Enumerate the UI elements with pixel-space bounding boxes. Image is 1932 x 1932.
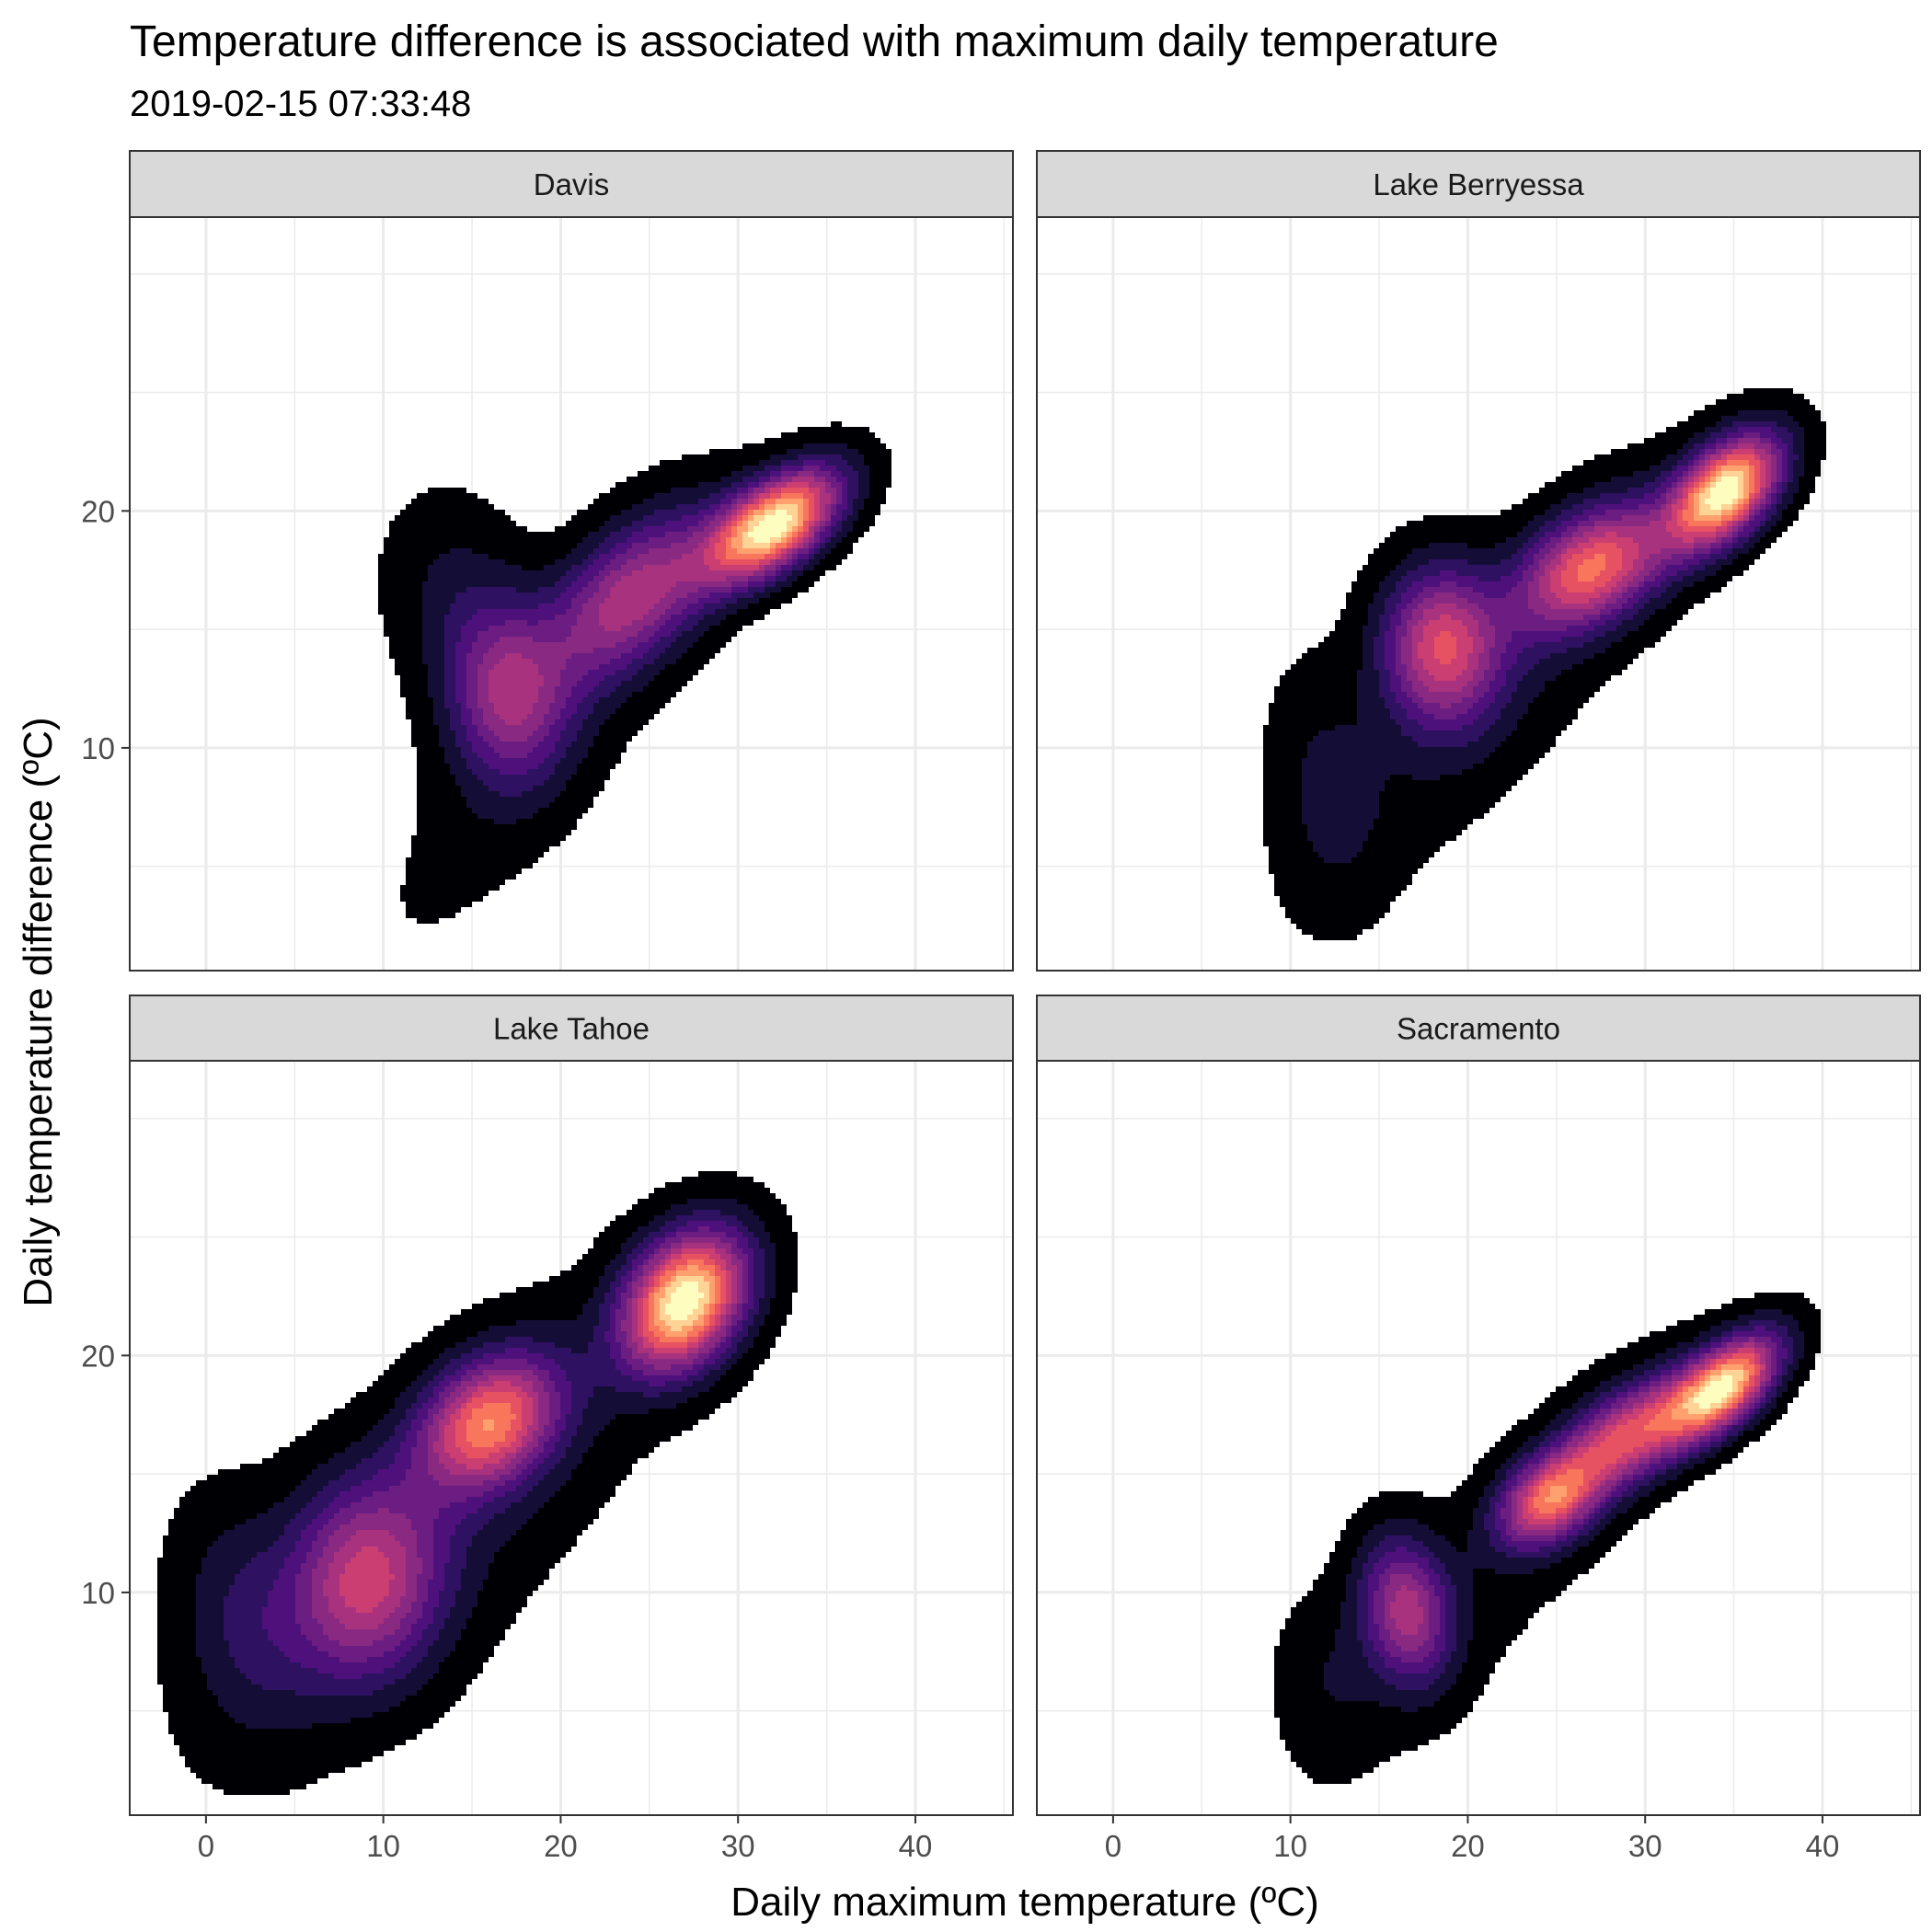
x-tick-label: 0: [198, 1829, 214, 1863]
x-tick-label: 10: [366, 1829, 400, 1863]
y-axis: 10 20 10 20: [81, 494, 130, 1610]
strip-background: [129, 150, 1014, 218]
x-tick-label: 20: [544, 1829, 578, 1863]
density-bands: [157, 1171, 798, 1795]
strip-background: [129, 995, 1014, 1062]
y-tick-label: 10: [81, 1576, 115, 1610]
strip-background: [1036, 995, 1921, 1062]
x-axis: 0 10 20 30 40 0 10 20 30 40: [198, 1815, 1840, 1863]
y-axis-title: Daily temperature difference (ºC): [16, 717, 61, 1306]
x-axis-title: Daily maximum temperature (ºC): [730, 1880, 1319, 1925]
y-tick-label: 20: [81, 494, 115, 528]
x-tick-label: 10: [1273, 1829, 1307, 1863]
y-tick-label: 20: [81, 1339, 115, 1373]
facet-strip-davis: Davis: [129, 150, 1014, 218]
panel-lake-berryessa: Lake Berryessa: [1036, 150, 1921, 972]
y-tick-label: 10: [81, 731, 115, 765]
density-bands: [1274, 1293, 1821, 1784]
density-band-13: [1705, 477, 1738, 510]
x-tick-label: 20: [1451, 1829, 1485, 1863]
chart-subtitle: 2019-02-15 07:33:48: [130, 84, 471, 124]
x-tick-label: 30: [1628, 1829, 1662, 1863]
strip-label: Sacramento: [1397, 1012, 1560, 1046]
density-band-13: [665, 1282, 704, 1320]
density-band-13: [1694, 1375, 1732, 1409]
strip-label: Davis: [534, 167, 610, 201]
strip-label: Lake Tahoe: [493, 1012, 650, 1046]
chart-title: Temperature difference is associated wit…: [130, 17, 1499, 66]
panel-sacramento: Sacramento: [1036, 995, 1921, 1816]
panel-davis: Davis: [129, 150, 1014, 972]
panel-background: [1037, 1061, 1920, 1815]
density-bands: [378, 421, 891, 924]
x-tick-label: 40: [1806, 1829, 1840, 1863]
facet-strip-lake-tahoe: Lake Tahoe: [129, 995, 1014, 1062]
panel-lake-tahoe: Lake Tahoe: [129, 995, 1014, 1816]
facet-strip-lake-berryessa: Lake Berryessa: [1036, 150, 1921, 218]
x-tick-label: 0: [1105, 1829, 1121, 1863]
facet-strip-sacramento: Sacramento: [1036, 995, 1921, 1062]
strip-label: Lake Berryessa: [1373, 167, 1584, 201]
density-band-11: [483, 1265, 715, 1431]
density-band-13: [748, 510, 792, 543]
x-tick-label: 40: [899, 1829, 933, 1863]
density-bands: [1263, 388, 1826, 940]
facet-panels: Davis Lake Berryessa Lake Tahoe Sacramento: [129, 150, 1921, 1816]
x-tick-label: 30: [721, 1829, 755, 1863]
density-band-7: [323, 1243, 737, 1629]
strip-background: [1036, 150, 1921, 218]
